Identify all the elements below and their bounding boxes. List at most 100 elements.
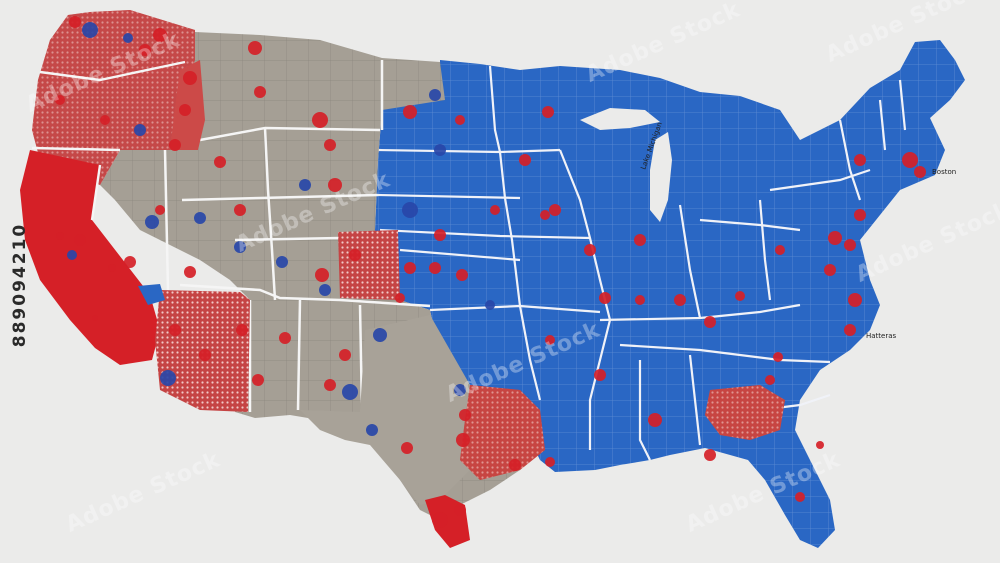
red-dot-marker [56, 232, 64, 240]
red-dot-marker [124, 256, 136, 268]
red-dot-marker [153, 28, 167, 42]
blue-dot-marker [373, 328, 387, 342]
texas-gray [300, 315, 480, 505]
red-dot-marker [139, 44, 151, 56]
blue-dot-marker [194, 212, 206, 224]
red-dot-marker [648, 413, 662, 427]
red-dot-marker [252, 374, 264, 386]
red-dot-marker [214, 156, 226, 168]
red-dot-marker [704, 316, 716, 328]
red-dot-marker [902, 152, 918, 168]
red-dot-marker [429, 262, 441, 274]
blue-dot-marker [485, 300, 495, 310]
red-dot-marker [594, 369, 606, 381]
red-dot-marker [634, 234, 646, 246]
blue-dot-marker [434, 144, 446, 156]
red-dot-marker [74, 234, 86, 246]
red-dot-marker [254, 86, 266, 98]
dot-markers [55, 16, 926, 528]
red-dot-marker [179, 104, 191, 116]
red-dot-marker [854, 154, 866, 166]
red-dot-marker [635, 295, 645, 305]
image-id: 889094210 [8, 120, 32, 450]
blue-dot-marker [299, 179, 311, 191]
red-dot-marker [542, 106, 554, 118]
red-dot-marker [490, 205, 500, 215]
red-dot-marker [844, 324, 856, 336]
red-dot-marker [92, 315, 98, 321]
red-dot-marker [169, 324, 181, 336]
red-dot-marker [844, 239, 856, 251]
blue-dot-marker [82, 22, 98, 38]
red-dot-marker [324, 379, 336, 391]
blue-dot-marker [366, 424, 378, 436]
red-dot-marker [236, 324, 248, 336]
red-state-borders [31, 60, 186, 221]
blue-dot-marker [342, 384, 358, 400]
lake-superior [580, 108, 660, 130]
red-dot-marker [599, 292, 611, 304]
blue-dot-marker [319, 284, 331, 296]
red-dot-marker [432, 512, 448, 528]
red-dot-marker [328, 178, 342, 192]
red-dot-marker [100, 115, 110, 125]
red-dot-marker [339, 349, 351, 361]
red-dot-marker [183, 71, 197, 85]
northeast-label: Boston [932, 168, 956, 176]
blue-dot-marker [454, 384, 466, 396]
red-dot-marker [234, 204, 246, 216]
red-dot-marker [459, 409, 471, 421]
red-dot-marker [279, 332, 291, 344]
red-dot-marker [775, 245, 785, 255]
red-dot-marker [735, 291, 745, 301]
red-dot-marker [509, 459, 521, 471]
red-dot-marker [108, 264, 116, 272]
red-dot-marker [765, 375, 775, 385]
red-dot-marker [584, 244, 596, 256]
red-dot-marker [55, 95, 65, 105]
red-dot-marker [69, 16, 81, 28]
blue-dot-marker [402, 202, 418, 218]
red-dot-marker [395, 293, 405, 303]
california [20, 150, 160, 365]
red-dot-marker [549, 204, 561, 216]
blue-dot-marker [234, 241, 246, 253]
red-dot-marker [184, 266, 196, 278]
red-dot-marker [704, 449, 716, 461]
red-dot-marker [315, 268, 329, 282]
red-dot-marker [540, 210, 550, 220]
red-dot-marker [248, 41, 262, 55]
red-dot-marker [456, 269, 468, 281]
blue-dot-marker [123, 33, 133, 43]
red-dot-marker [199, 349, 211, 361]
red-dot-marker [312, 112, 328, 128]
red-dot-marker [914, 166, 926, 178]
red-dot-marker [773, 352, 783, 362]
colorado-red [338, 230, 400, 300]
red-dot-marker [454, 504, 466, 516]
nevada-blue-spot [138, 284, 165, 305]
red-dot-marker [824, 264, 836, 276]
gray-region [100, 32, 520, 520]
red-dot-marker [434, 229, 446, 241]
red-dot-marker [169, 139, 181, 151]
red-dot-marker [349, 249, 361, 261]
blue-dot-marker [145, 215, 159, 229]
red-dot-marker [854, 209, 866, 221]
red-dot-marker [324, 139, 336, 151]
red-dot-marker [674, 294, 686, 306]
red-dot-marker [795, 492, 805, 502]
red-dot-marker [519, 154, 531, 166]
red-dot-marker [816, 441, 824, 449]
red-dot-marker [848, 293, 862, 307]
red-region [20, 10, 785, 548]
red-dot-marker [455, 115, 465, 125]
red-dot-marker [155, 205, 165, 215]
carolina-label: Hatteras [866, 332, 897, 340]
red-dot-marker [545, 335, 555, 345]
image-id-text: 889094210 [10, 222, 30, 348]
red-dot-marker [828, 231, 842, 245]
lake-michigan [650, 132, 672, 222]
blue-dot-marker [67, 250, 77, 260]
